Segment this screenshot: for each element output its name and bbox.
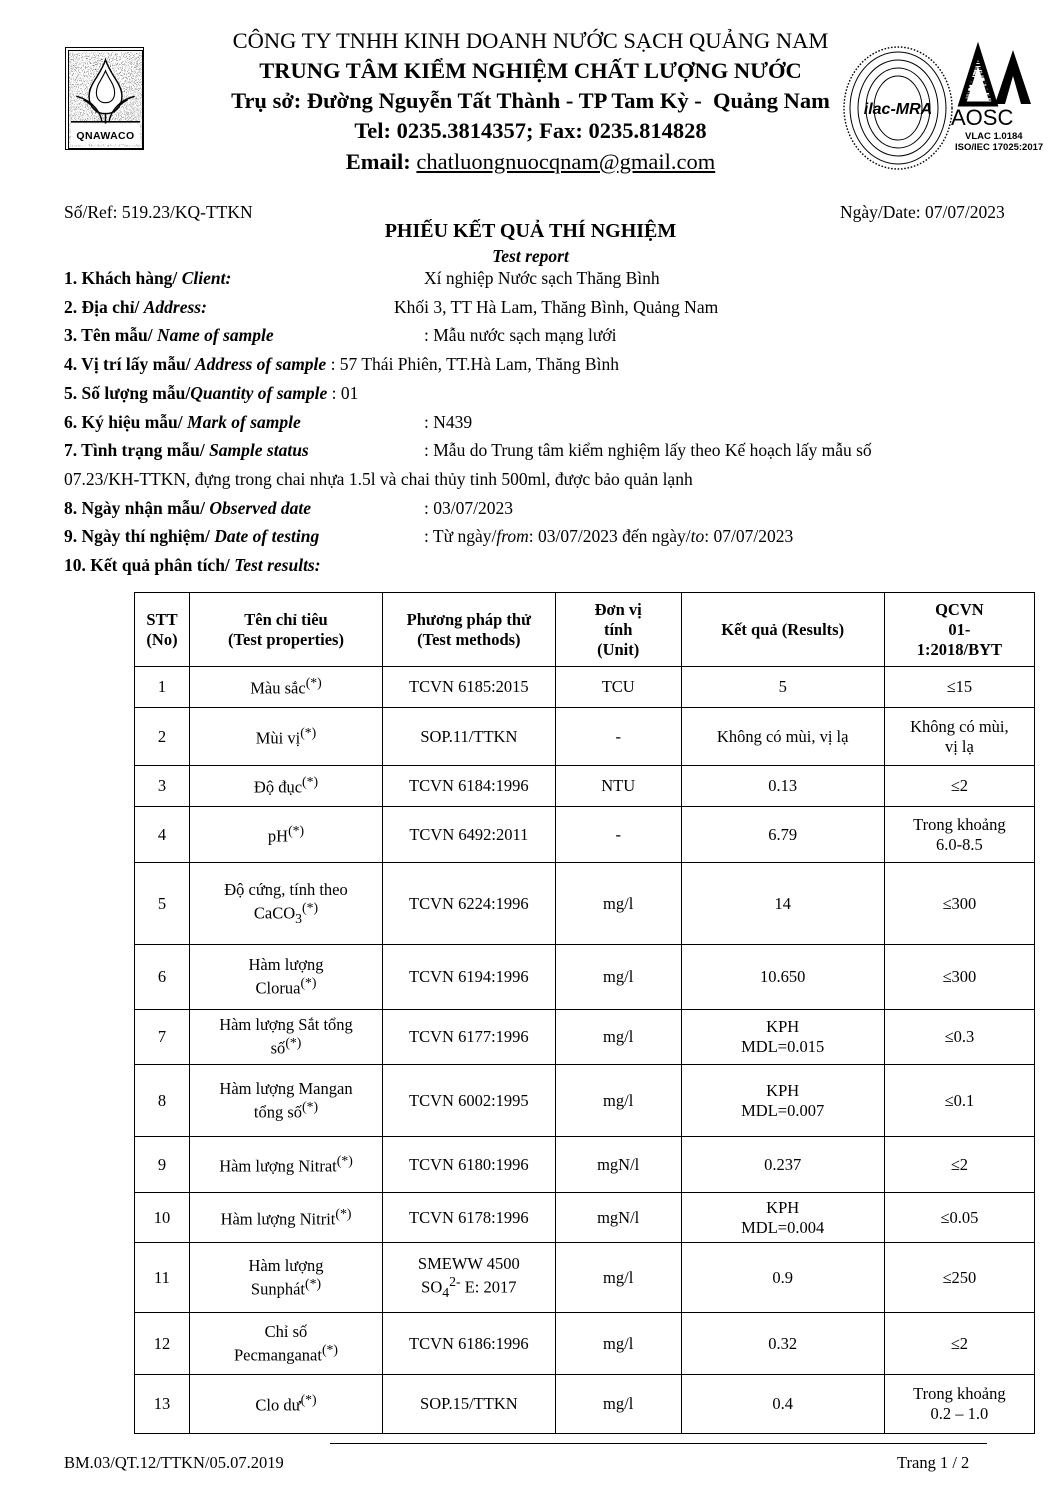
svg-text:ISO/IEC 17025:2017: ISO/IEC 17025:2017 bbox=[955, 142, 1043, 153]
svg-text:AOSC: AOSC bbox=[951, 105, 1013, 130]
svg-text:ilac-MRA: ilac-MRA bbox=[864, 101, 932, 118]
svg-text:VLAC 1.0184: VLAC 1.0184 bbox=[965, 131, 1023, 142]
